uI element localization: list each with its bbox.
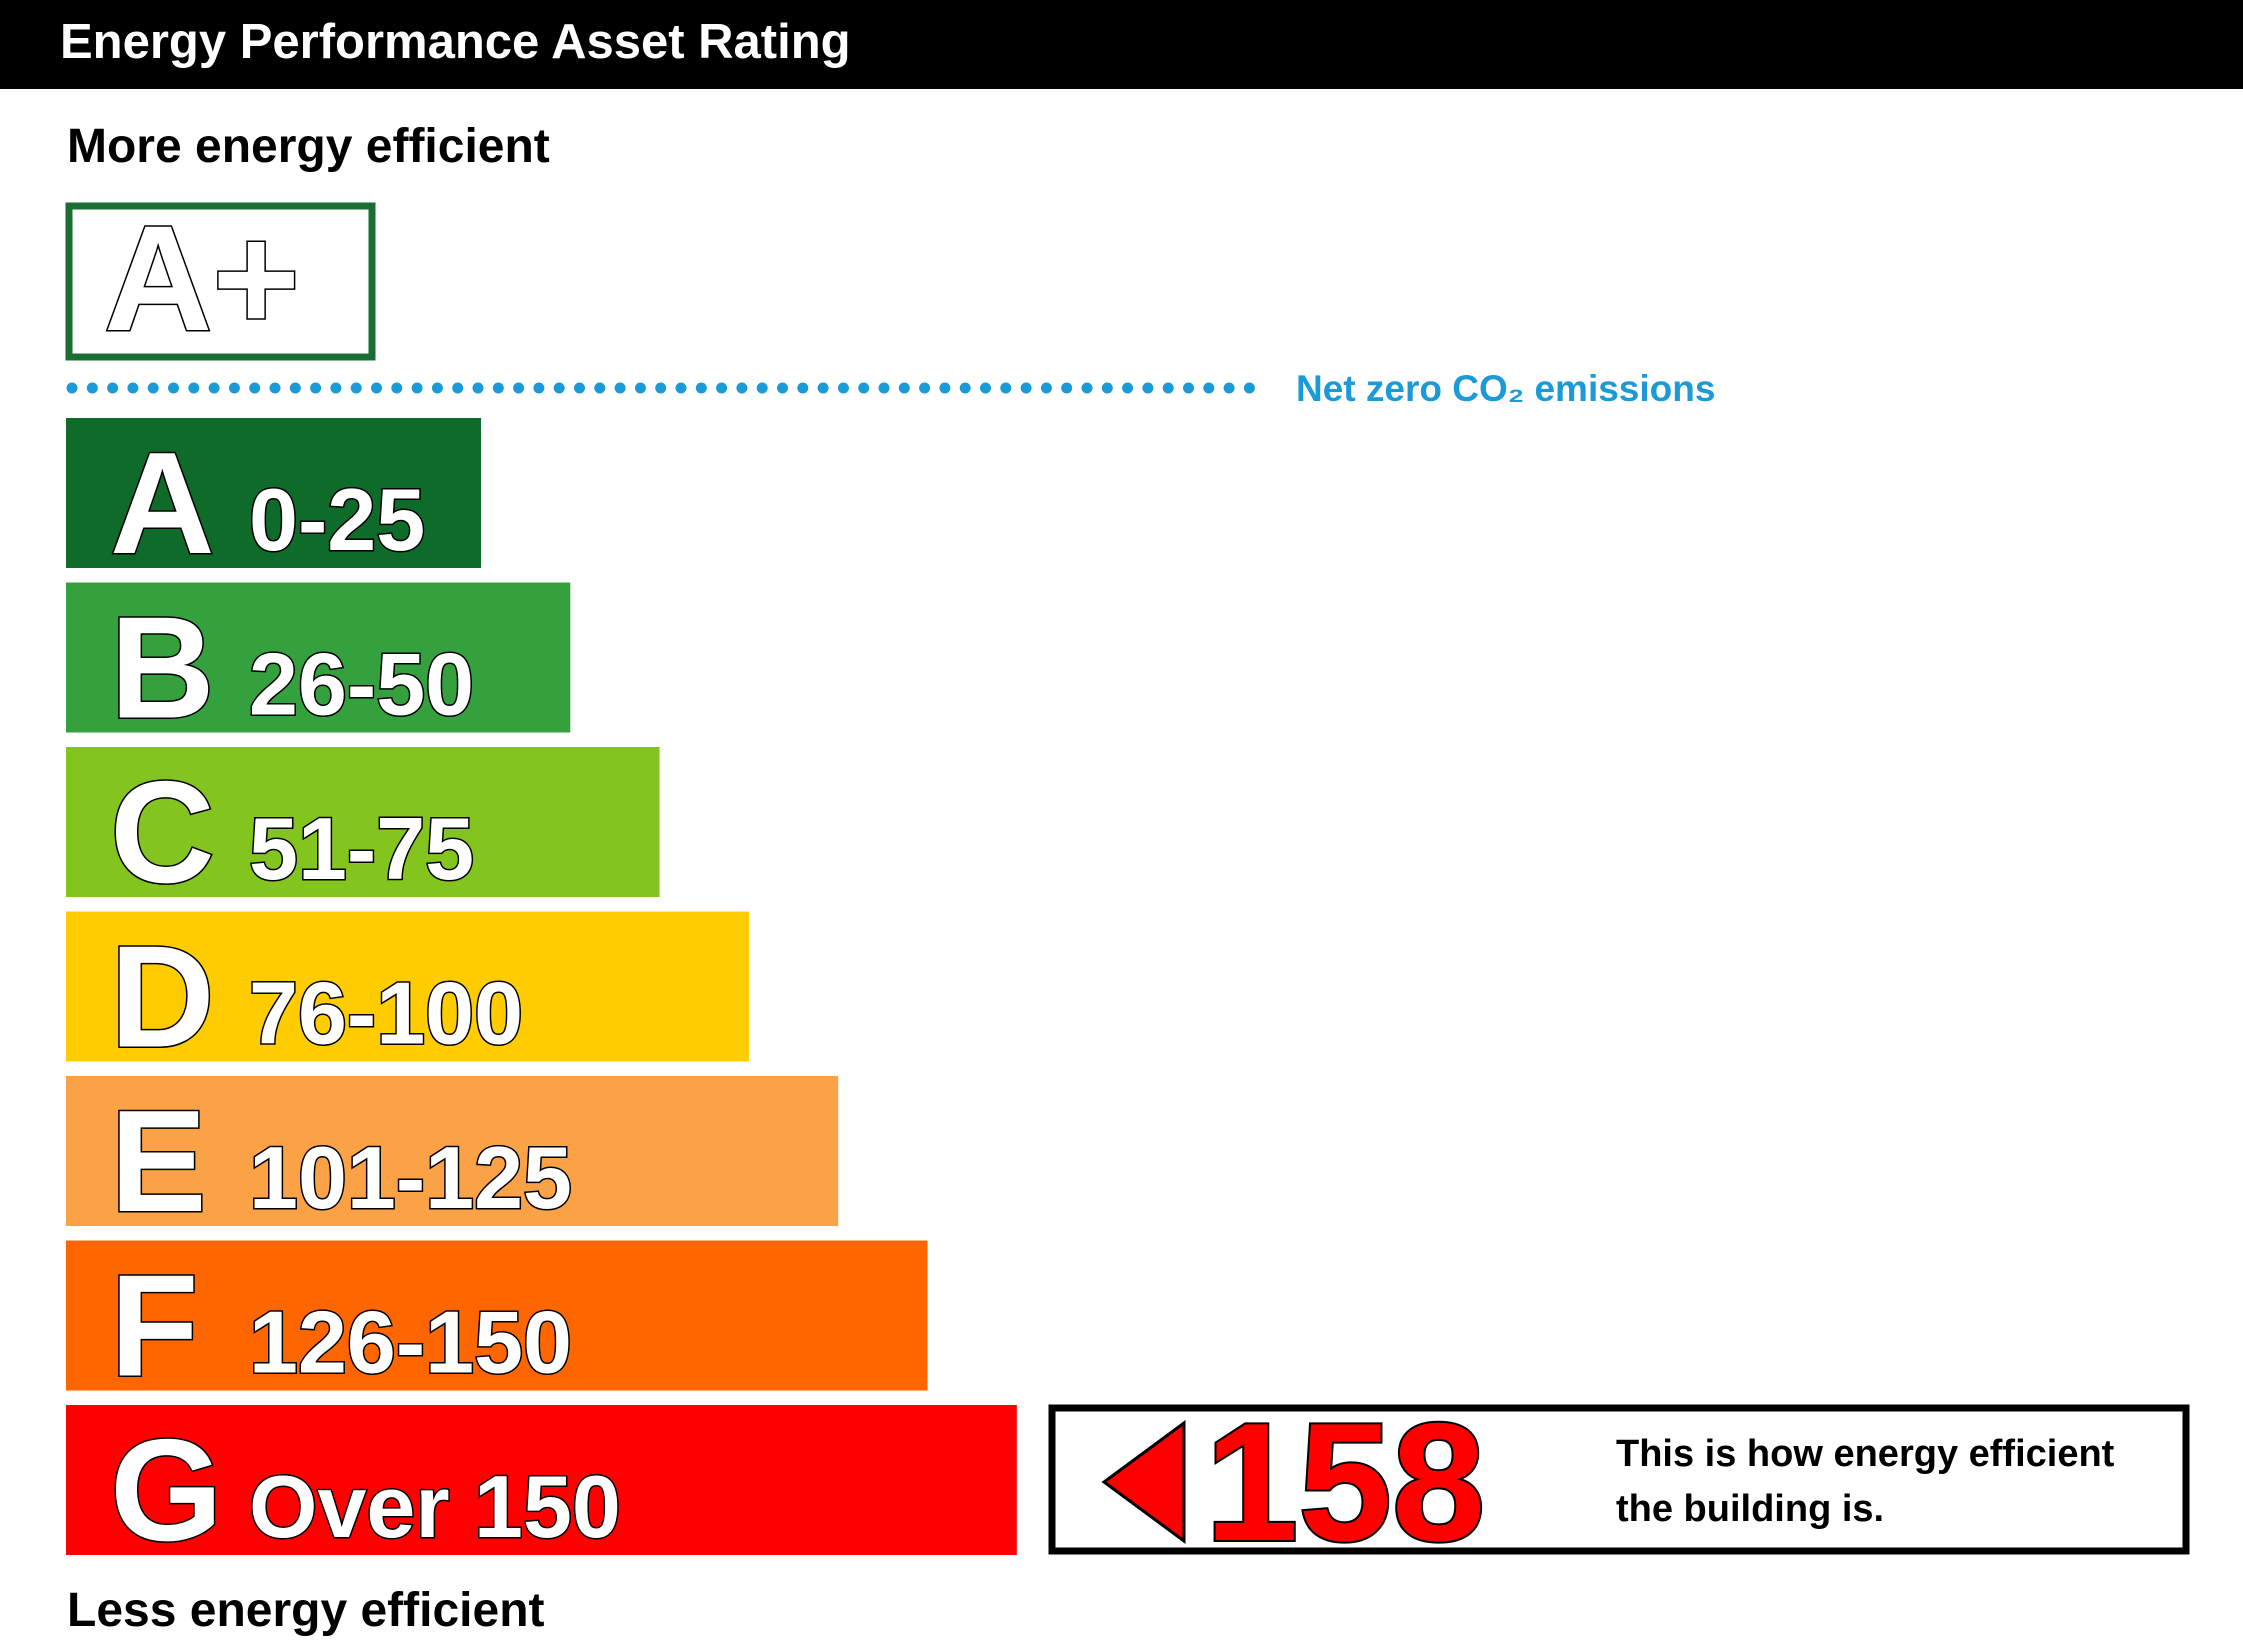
- bottom-label: Less energy efficient: [67, 1584, 545, 1637]
- band-range: 126-150: [249, 1293, 572, 1392]
- top-label: More energy efficient: [67, 120, 550, 173]
- band-letter: C: [110, 751, 215, 913]
- rating-box: [1048, 1404, 2190, 1555]
- band-letter: G: [110, 1409, 223, 1571]
- band-letter: D: [110, 916, 215, 1078]
- net-zero-label: Net zero CO₂ emissions: [1296, 368, 1715, 409]
- rating-text: This is how energy efficient: [1616, 1433, 2115, 1475]
- band-letter: E: [110, 1080, 207, 1242]
- rating-text: the building is.: [1616, 1488, 1884, 1530]
- band-range: 101-125: [249, 1128, 572, 1227]
- band-bar: [66, 747, 660, 897]
- band-range: 0-25: [249, 470, 425, 569]
- band-bar: [66, 1240, 928, 1391]
- band-letter: F: [110, 1245, 199, 1407]
- band-range: Over 150: [249, 1457, 621, 1556]
- best-band-letter: A+: [104, 194, 300, 362]
- band-bar: [66, 1076, 839, 1226]
- band-bar: [66, 1405, 1017, 1555]
- rating-arrow: [1101, 1420, 1186, 1544]
- band-letter: B: [110, 587, 215, 749]
- band-range: 26-50: [249, 635, 474, 734]
- band-bar: [66, 911, 749, 1062]
- rating-value: 158: [1205, 1388, 1485, 1576]
- band-range: 76-100: [249, 964, 523, 1063]
- band-letter: A: [110, 422, 215, 584]
- band-bar: [66, 418, 481, 568]
- band-bar: [66, 582, 571, 733]
- header-title: Energy Performance Asset Rating: [60, 15, 851, 69]
- header-bar: [0, 0, 2243, 89]
- best-band-box: [65, 202, 376, 361]
- band-range: 51-75: [249, 799, 474, 898]
